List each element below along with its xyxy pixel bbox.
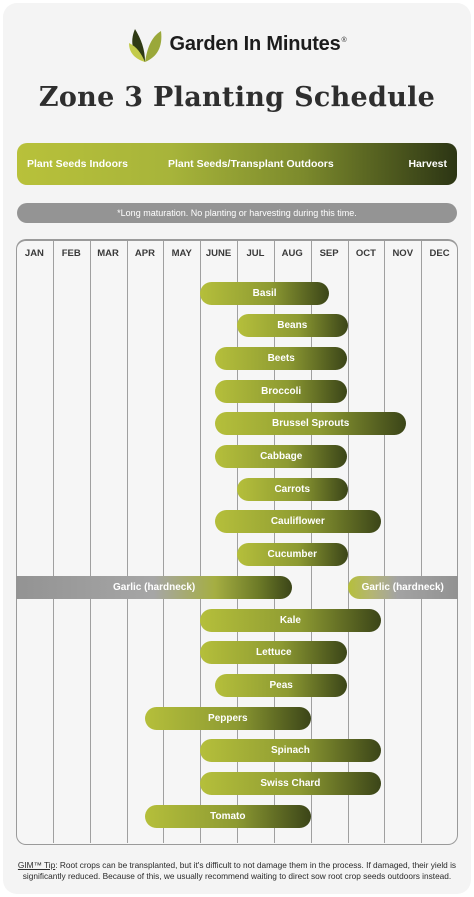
crop-bar: Spinach (200, 739, 381, 762)
month-divider (200, 241, 201, 843)
month-divider (421, 241, 422, 843)
month-divider (384, 241, 385, 843)
legend-outdoors: Plant Seeds/Transplant Outdoors (168, 158, 334, 170)
legend-indoors: Plant Seeds Indoors (27, 158, 128, 170)
crop-bar: Lettuce (200, 641, 348, 664)
month-divider (348, 241, 349, 843)
crop-bar: Cabbage (214, 445, 348, 468)
crop-bar: Garlic (hardneck) (347, 576, 458, 599)
crop-bar: Carrots (237, 478, 348, 501)
month-label: JUL (246, 248, 265, 259)
month-divider (274, 241, 275, 843)
gim-tip: GIM™ Tip: Root crops can be transplanted… (0, 860, 474, 882)
crop-bar: Peas (214, 674, 348, 697)
month-label: APR (134, 248, 155, 259)
month-label: JAN (24, 248, 44, 259)
crop-bar: Kale (200, 609, 381, 632)
crop-bar: Tomato (144, 805, 311, 828)
crop-bar: Broccoli (214, 380, 348, 403)
legend-bar: Plant Seeds Indoors Plant Seeds/Transpla… (17, 143, 457, 185)
month-label: DEC (429, 248, 450, 259)
maturation-note: *Long maturation. No planting or harvest… (17, 203, 457, 223)
month-label: MAR (97, 248, 119, 259)
crop-bar: Cucumber (237, 543, 348, 566)
crop-bar: Brussel Sprouts (214, 412, 407, 435)
brand-logo: Garden In Minutes® (0, 22, 474, 66)
brand-name: Garden In Minutes® (169, 32, 347, 55)
month-label: MAY (171, 248, 192, 259)
crop-bar: Basil (200, 282, 330, 305)
month-label: SEP (319, 248, 339, 259)
month-label: JUNE (205, 248, 232, 259)
month-divider (237, 241, 238, 843)
month-divider (53, 241, 54, 843)
month-label: NOV (392, 248, 414, 259)
crop-bar: Beets (214, 347, 348, 370)
month-divider (311, 241, 312, 843)
leaf-icon (129, 29, 162, 62)
month-divider (90, 241, 91, 843)
month-divider (127, 241, 128, 843)
month-label: FEB (61, 248, 81, 259)
month-divider (163, 241, 164, 843)
legend-harvest: Harvest (408, 158, 447, 170)
crop-bar: Swiss Chard (200, 772, 381, 795)
crop-bar: Garlic (hardneck) (16, 576, 293, 599)
month-label: OCT (355, 248, 376, 259)
crop-bar: Beans (237, 314, 348, 337)
tip-text: : Root crops can be transplanted, but it… (22, 860, 457, 881)
month-label: AUG (281, 248, 303, 259)
page-title: Zone 3 Planting Schedule (38, 82, 436, 113)
tip-label: GIM™ Tip (17, 860, 56, 870)
crop-bar: Cauliflower (214, 510, 381, 533)
crop-bar: Peppers (144, 707, 311, 730)
